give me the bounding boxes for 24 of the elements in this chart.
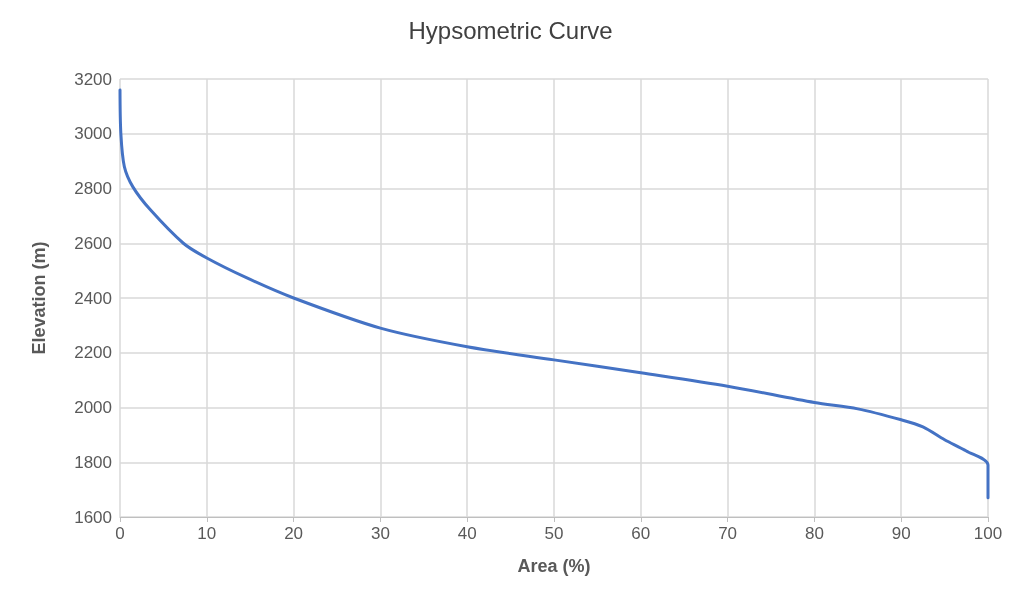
x-tick-label: 60 [631, 524, 651, 543]
y-tick-label: 2400 [74, 288, 112, 308]
x-axis-title: Area (%) [517, 556, 591, 576]
y-tick-label: 2800 [74, 179, 112, 198]
x-tick-label: 50 [544, 524, 564, 543]
y-tick-label: 3200 [74, 69, 112, 89]
y-tick-label: 2200 [74, 343, 112, 363]
y-tick-label: 1600 [74, 507, 112, 527]
x-tick-label: 20 [284, 524, 304, 543]
y-tick-label: 1800 [74, 452, 112, 472]
x-tick-label: 100 [973, 524, 1003, 543]
x-tick-label: 80 [804, 524, 824, 543]
chart-title: Hypsometric Curve [408, 16, 613, 44]
y-axis-title: Elevation (m) [29, 241, 49, 355]
x-tick-label: 30 [370, 524, 390, 543]
x-tick-label: 10 [197, 524, 217, 543]
line-series [118, 88, 990, 500]
x-tick-label: 70 [718, 524, 738, 543]
x-tick-label: 0 [115, 524, 125, 543]
y-tick-label: 2000 [74, 398, 112, 417]
x-tick-label: 40 [457, 524, 477, 543]
y-tick-label: 2600 [74, 233, 112, 253]
y-tick-label: 3000 [74, 124, 112, 144]
x-tick-label: 90 [891, 524, 911, 543]
